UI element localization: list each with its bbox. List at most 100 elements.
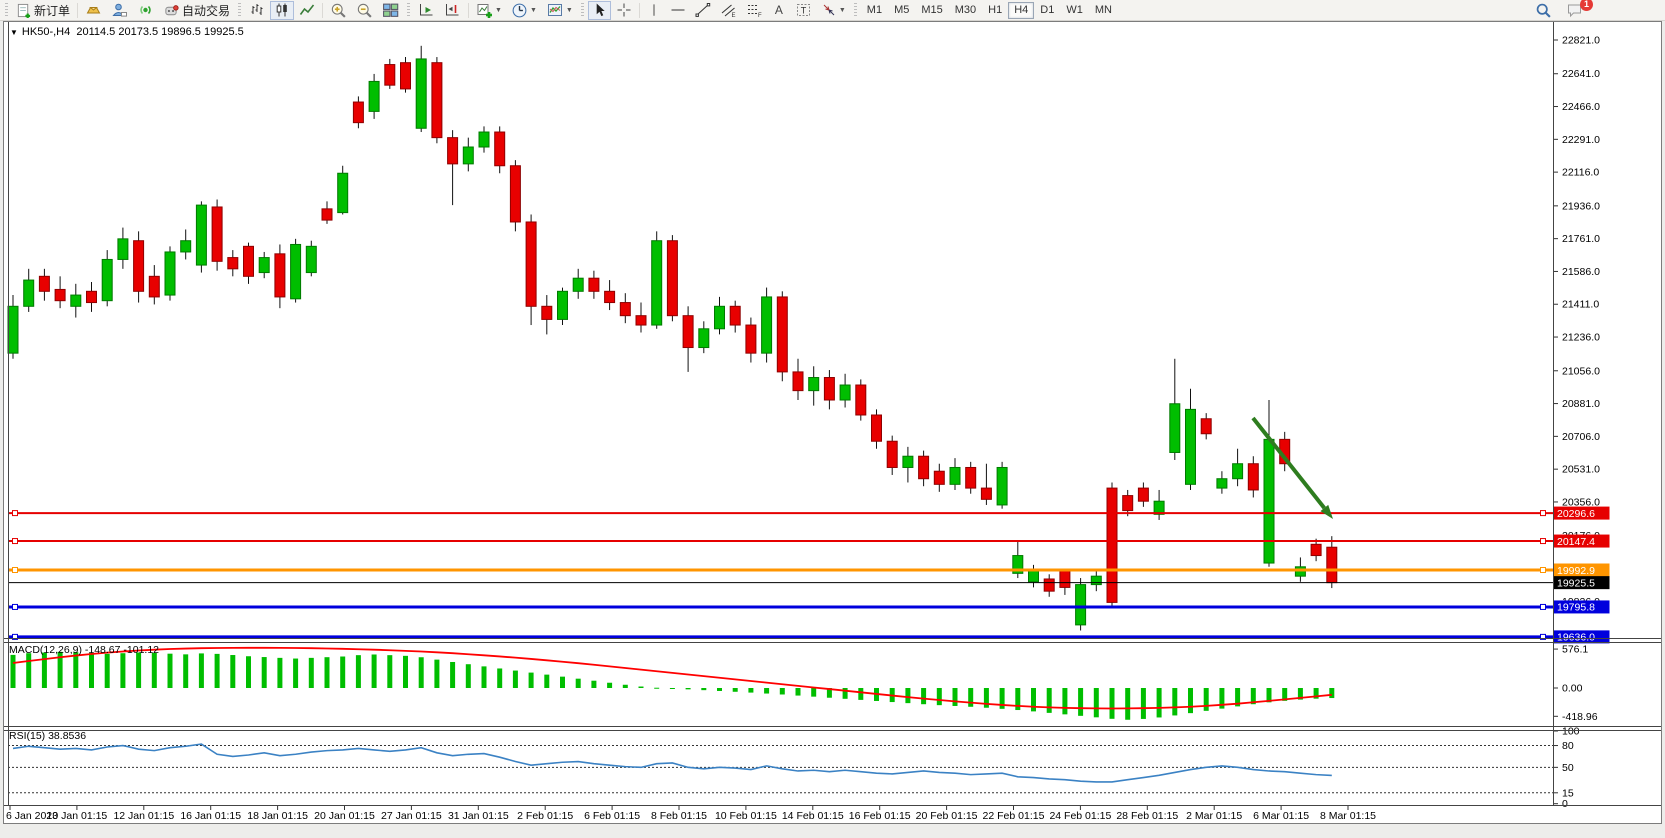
price-axis[interactable]: 22821.0 22641.0 22466.0 22291.0 22116.0 21936…: [1553, 35, 1600, 641]
macd-tick-label: 576.1: [1562, 644, 1588, 656]
rsi-tick-label: 0: [1562, 798, 1568, 810]
text-label-tool-button[interactable]: T: [791, 1, 816, 20]
equidistant-channel-tool-button[interactable]: E: [716, 1, 741, 20]
timeframe-H4[interactable]: H4: [1008, 1, 1035, 19]
tile-windows-button[interactable]: [378, 1, 403, 20]
horizontal-line-object[interactable]: 19795.8: [8, 600, 1610, 614]
line-handle[interactable]: [1540, 603, 1546, 610]
new-order-button[interactable]: 新订单: [12, 1, 74, 20]
toolbar-grip[interactable]: [5, 2, 8, 18]
toolbar-grip[interactable]: [238, 2, 242, 18]
horizontal-line-tool-button[interactable]: [666, 1, 690, 20]
time-tick-label: 14 Feb 01:15: [782, 810, 844, 822]
horizontal-line-object[interactable]: 19992.9: [8, 563, 1610, 577]
candle-body: [352, 101, 364, 124]
line-handle[interactable]: [12, 633, 18, 640]
symbol-dropdown-icon[interactable]: ▼: [10, 28, 18, 37]
chart-canvas[interactable]: 22821.0 22641.0 22466.0 22291.0 22116.0 21936…: [4, 22, 1661, 823]
search-button[interactable]: [1531, 1, 1556, 20]
macd-histogram-bar: [89, 652, 94, 688]
line-handle[interactable]: [12, 567, 18, 574]
gold-ingot-button[interactable]: [81, 1, 106, 20]
notifications-button[interactable]: 1: [1562, 0, 1593, 20]
arrow-shaft[interactable]: [1251, 416, 1326, 510]
timeframe-D1[interactable]: D1: [1034, 2, 1060, 19]
macd-histogram-bar: [1046, 688, 1052, 713]
candle-body: [1247, 463, 1259, 491]
indicators-button[interactable]: ▼: [472, 1, 506, 20]
candle-body: [447, 137, 459, 165]
toolbar-grip[interactable]: [580, 2, 584, 18]
toolbar-grip[interactable]: [853, 2, 857, 18]
price-tick-label: 22821.0: [1562, 35, 1600, 47]
bar-chart-button[interactable]: [245, 1, 269, 20]
macd-histogram-bar: [198, 653, 204, 688]
timeframe-H1[interactable]: H1: [982, 2, 1008, 19]
macd-histogram-bar: [481, 666, 487, 688]
line-handle[interactable]: [12, 510, 18, 517]
macd-histogram-bar: [261, 657, 267, 688]
trendline-tool-button[interactable]: [691, 1, 715, 20]
chart-shift-button[interactable]: [440, 1, 465, 20]
timeframe-MN[interactable]: MN: [1089, 2, 1118, 19]
timeframes-menu-button[interactable]: ▼: [507, 1, 541, 20]
price-tick-label: 20881.0: [1562, 398, 1600, 410]
candle-body: [1326, 546, 1338, 584]
cursor-tool-button[interactable]: [587, 0, 611, 20]
zoom-in-button[interactable]: [326, 1, 351, 20]
timeframe-W1[interactable]: W1: [1060, 2, 1089, 19]
candle-body: [368, 80, 380, 112]
autotrading-button[interactable]: 自动交易: [159, 1, 234, 20]
macd-histogram-bar: [1313, 688, 1319, 699]
line-price-label-bg: [1553, 576, 1610, 590]
fibonacci-tool-button[interactable]: F: [742, 1, 767, 20]
horizontal-line-object[interactable]: 19925.5: [8, 576, 1610, 589]
crosshair-tool-button[interactable]: [612, 1, 636, 20]
line-handle[interactable]: [12, 603, 18, 610]
candle-body: [698, 328, 710, 349]
timeframe-M5[interactable]: M5: [888, 2, 915, 19]
macd-histogram-bar: [748, 688, 754, 693]
macd-axis[interactable]: 576.1 0.00 -418.96: [1553, 644, 1598, 723]
macd-histogram-bar: [858, 688, 864, 700]
vertical-line-tool-button[interactable]: [643, 1, 665, 20]
macd-histogram-bar: [434, 659, 440, 688]
horizontal-line-object[interactable]: 19636.0: [8, 630, 1610, 644]
chart-header: ▼ HK50-,H4 20114.5 20173.5 19896.5 19925.…: [10, 26, 244, 38]
candlestick-chart-button[interactable]: [270, 0, 295, 20]
price-tick-label: 21761.0: [1562, 233, 1600, 245]
arrow-object[interactable]: [1251, 416, 1333, 519]
timeframe-M1[interactable]: M1: [861, 2, 888, 19]
time-tick-label: 10 Jan 01:15: [47, 810, 108, 822]
line-chart-button[interactable]: [295, 1, 319, 20]
signals-button[interactable]: [133, 1, 158, 20]
templates-button[interactable]: ▼: [542, 1, 577, 20]
horizontal-line-object[interactable]: 20296.6: [8, 506, 1610, 520]
contacts-button[interactable]: [107, 1, 132, 20]
candle-body: [855, 384, 867, 416]
toolbar-grip[interactable]: [407, 2, 411, 18]
zoom-out-button[interactable]: [352, 1, 377, 20]
line-price-label-bg: [1553, 563, 1610, 577]
line-handle[interactable]: [1540, 510, 1546, 517]
svg-text:E: E: [731, 13, 735, 18]
timeframe-M30[interactable]: M30: [949, 2, 982, 19]
macd-histogram-bar: [826, 688, 832, 698]
macd-histogram-bar: [308, 657, 314, 688]
arrows-tool-button[interactable]: ▼: [817, 1, 850, 20]
line-handle[interactable]: [1540, 567, 1546, 574]
auto-scroll-button[interactable]: [414, 1, 439, 20]
timeframe-M15[interactable]: M15: [915, 2, 948, 19]
line-handle[interactable]: [12, 538, 18, 545]
text-tool-button[interactable]: A: [768, 1, 790, 20]
horizontal-line-object[interactable]: 20147.4: [8, 534, 1610, 548]
chart-ohlc-readout: 20114.5 20173.5 19896.5 19925.5: [76, 26, 244, 38]
candle-body: [290, 243, 302, 300]
candle-body: [101, 258, 113, 302]
price-tick-label: 21236.0: [1562, 332, 1600, 344]
rsi-axis[interactable]: 100 80 50 150: [1553, 726, 1580, 811]
line-handle[interactable]: [1540, 538, 1546, 545]
line-handle[interactable]: [1540, 633, 1546, 640]
price-tick-label: 22116.0: [1562, 167, 1599, 179]
